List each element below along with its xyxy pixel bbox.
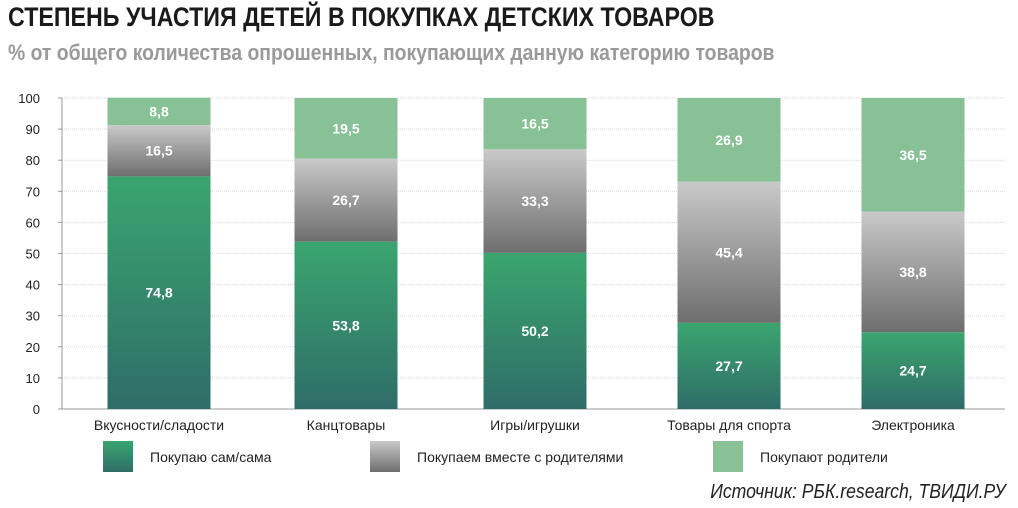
- data-label: 26,9: [715, 132, 742, 148]
- y-tick-label: 60: [26, 215, 40, 230]
- data-label: 16,5: [521, 116, 548, 132]
- bar-segment: [483, 252, 587, 409]
- x-tick-label: Канцтовары: [307, 417, 386, 433]
- bar-segment: [483, 149, 587, 253]
- bar-segment: [677, 98, 781, 182]
- legend-label: Покупают родители: [760, 449, 888, 465]
- chart-source: Источник: РБК.research, ТВИДИ.РУ: [710, 481, 1006, 503]
- legend-swatch: [103, 441, 133, 472]
- y-tick-label: 40: [26, 278, 40, 293]
- y-tick-label: 20: [26, 340, 40, 355]
- bar-segment: [483, 98, 587, 150]
- x-tick-label: Товары для спорта: [667, 417, 791, 433]
- y-tick-label: 100: [18, 91, 40, 106]
- data-label: 26,7: [332, 192, 359, 208]
- legend-label: Покупаю сам/сама: [150, 449, 272, 465]
- legend-swatch: [370, 441, 400, 472]
- data-label: 8,8: [149, 103, 169, 119]
- data-label: 45,4: [715, 244, 742, 260]
- bar-segment: [861, 98, 965, 212]
- data-label: 24,7: [899, 363, 926, 379]
- data-label: 19,5: [332, 120, 359, 136]
- data-label: 36,5: [899, 147, 926, 163]
- bar-segment: [294, 241, 398, 409]
- y-tick-label: 10: [26, 371, 40, 386]
- bar-segment: [107, 97, 211, 126]
- legend-label: Покупаем вместе с родителями: [417, 449, 623, 465]
- legend-swatch: [713, 441, 743, 472]
- y-tick-label: 70: [26, 184, 40, 199]
- data-label: 27,7: [715, 358, 742, 374]
- bar-segment: [677, 322, 781, 409]
- x-tick-label: Вкусности/сладости: [94, 417, 224, 433]
- x-tick-label: Электроника: [871, 417, 955, 433]
- data-label: 38,8: [899, 264, 926, 280]
- bar-segment: [294, 158, 398, 242]
- y-tick-label: 30: [26, 309, 40, 324]
- y-tick-label: 0: [33, 402, 40, 417]
- bar-segment: [861, 211, 965, 333]
- y-tick-label: 50: [26, 247, 40, 262]
- chart-title: СТЕПЕНЬ УЧАСТИЯ ДЕТЕЙ В ПОКУПКАХ ДЕТСКИХ…: [8, 2, 715, 32]
- y-tick-label: 80: [26, 153, 40, 168]
- data-label: 74,8: [145, 285, 172, 301]
- y-tick-label: 90: [26, 122, 40, 137]
- bar-segment: [107, 125, 211, 177]
- bar-segment: [294, 98, 398, 159]
- data-label: 16,5: [145, 143, 172, 159]
- bar-segment: [677, 181, 781, 323]
- bar-segment: [107, 176, 211, 409]
- data-label: 50,2: [521, 323, 548, 339]
- bar-segment: [861, 332, 965, 409]
- data-label: 33,3: [521, 193, 548, 209]
- x-tick-label: Игры/игрушки: [490, 417, 580, 433]
- chart-subtitle: % от общего количества опрошенных, покуп…: [8, 40, 775, 65]
- data-label: 53,8: [332, 317, 359, 333]
